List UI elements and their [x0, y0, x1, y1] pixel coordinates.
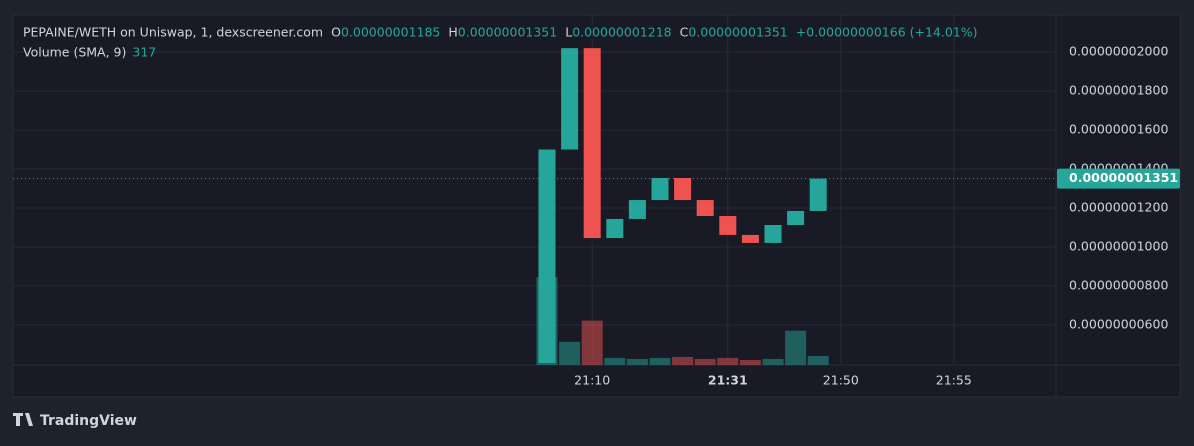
legend-volume-name: Volume (SMA, 9): [23, 45, 126, 60]
grid-layer: [13, 15, 1056, 365]
legend-change: +0.00000000166 (+14.01%): [796, 25, 978, 40]
candle-body: [696, 200, 714, 217]
candle-body: [561, 48, 579, 150]
legend-h: 0.00000001351: [458, 25, 557, 40]
candle-body: [583, 48, 601, 239]
candle-body: [651, 178, 669, 201]
volume-bar: [694, 358, 716, 365]
y-tick-label: 0.00000001200: [1069, 200, 1168, 215]
y-tick-label: 0.00000001000: [1069, 239, 1168, 254]
legend-o: 0.00000001185: [341, 25, 440, 40]
candle-body: [538, 149, 556, 364]
candle-body: [809, 178, 827, 211]
legend-c-key: C: [680, 25, 689, 40]
legend-o-key: O: [331, 25, 341, 40]
legend-h-key: H: [448, 25, 457, 40]
x-tick-label: 21:10: [574, 373, 610, 388]
candle-body: [787, 210, 805, 225]
candle-body: [674, 178, 692, 201]
candle-body: [719, 216, 737, 235]
volume-bar: [672, 356, 694, 365]
last-price-box: [1057, 168, 1180, 189]
candle-body: [741, 234, 759, 243]
legend-symbol: PEPAINE/WETH on Uniswap, 1, dexscreener.…: [23, 25, 323, 40]
last-price-label: 0.00000001351: [1069, 170, 1178, 185]
candle-body: [764, 225, 782, 243]
legend-l-key: L: [565, 25, 572, 40]
volume-layer: [536, 277, 829, 365]
y-tick-label: 0.00000001600: [1069, 122, 1168, 137]
volume-bar: [739, 359, 761, 365]
volume-bar: [807, 355, 829, 365]
y-tick-label: 0.00000000800: [1069, 278, 1168, 293]
legend-volume-value: 317: [132, 45, 156, 60]
volume-bar: [717, 357, 739, 365]
volume-bar: [785, 330, 807, 365]
volume-bar: [762, 358, 784, 365]
x-tick-label: 21:50: [823, 373, 859, 388]
axis-layer: 0.00000002000 0.00000001800 0.00000001600 0…: [13, 44, 1180, 388]
volume-bar: [559, 341, 581, 365]
legend-l: 0.00000001218: [572, 25, 671, 40]
volume-bar: [604, 357, 626, 365]
brand: TradingView: [13, 413, 137, 429]
brand-name: TradingView: [40, 413, 137, 429]
volume-bar: [649, 357, 671, 365]
x-tick-label: 21:55: [936, 373, 972, 388]
x-tick-label: 21:31: [708, 373, 748, 388]
brand-logo: [13, 413, 33, 426]
volume-bar: [581, 320, 603, 365]
legend-c: 0.00000001351: [688, 25, 787, 40]
y-tick-label: 0.00000002000: [1069, 44, 1168, 59]
y-tick-label: 0.00000000600: [1069, 317, 1168, 332]
candle-layer: [538, 48, 827, 364]
candle-body: [628, 200, 646, 219]
volume-bar: [626, 358, 648, 365]
legend: PEPAINE/WETH on Uniswap, 1, dexscreener.…: [23, 25, 978, 60]
y-tick-label: 0.00000001800: [1069, 83, 1168, 98]
candle-body: [606, 218, 624, 239]
